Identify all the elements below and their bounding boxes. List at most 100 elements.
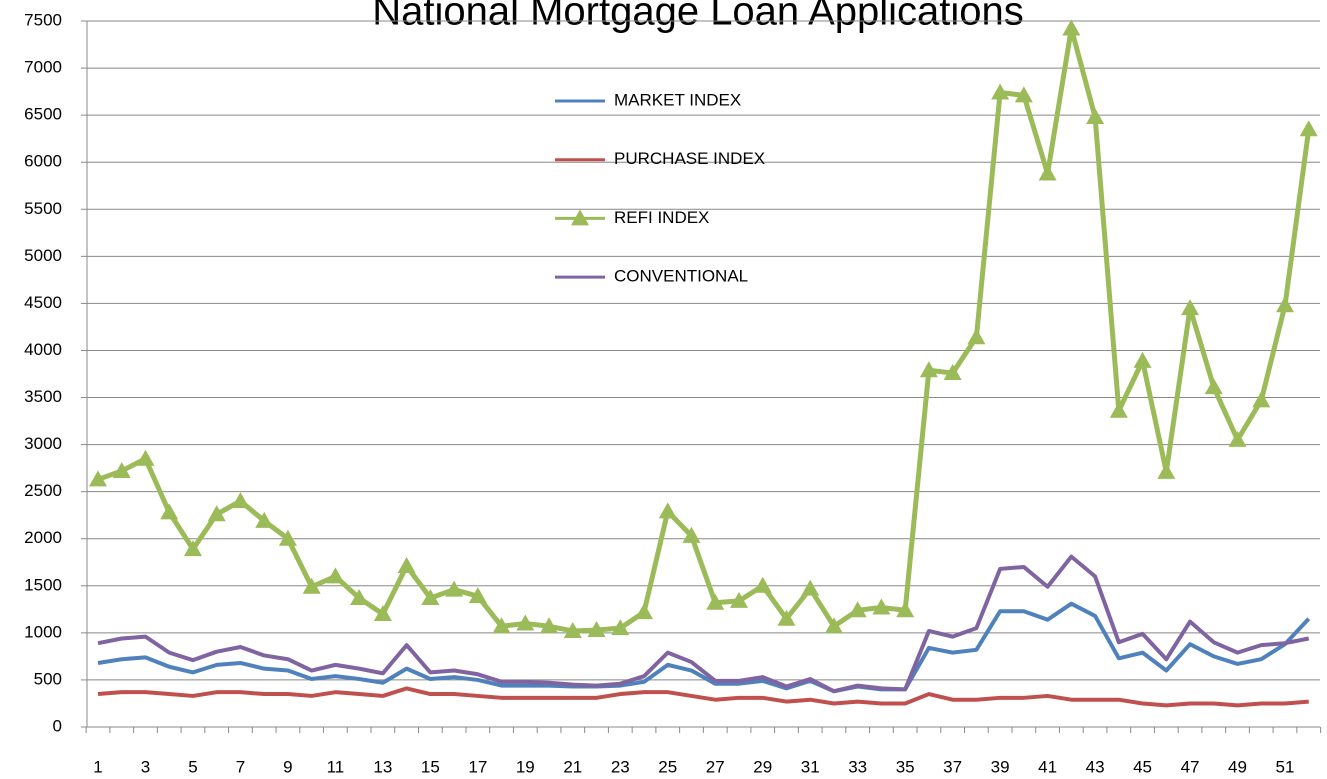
x-tick-label: 39 [991,757,1010,776]
triangle-marker [1228,430,1247,447]
x-tick-label: 9 [283,757,292,776]
y-tick-label: 1000 [24,622,62,641]
triangle-marker [991,83,1010,100]
triangle-marker [1133,351,1152,368]
triangle-marker [848,601,867,618]
x-tick-label: 43 [1086,757,1105,776]
legend-label: MARKET INDEX [614,90,741,109]
triangle-marker [1252,391,1271,408]
triangle-marker [563,621,582,638]
chart-title: National Mortgage Loan Applications [372,0,1024,34]
y-tick-label: 4500 [24,293,62,312]
x-tick-label: 47 [1181,757,1200,776]
triangle-marker [1276,296,1294,313]
triangle-marker [967,328,986,345]
triangle-marker [824,617,843,634]
triangle-marker [1062,19,1081,36]
triangle-marker [350,589,369,606]
triangle-marker [1204,378,1223,395]
legend-label: REFI INDEX [614,208,709,227]
x-tick-label: 23 [611,757,630,776]
triangle-marker [635,603,654,620]
y-tick-label: 4000 [24,340,62,359]
x-tick-label: 17 [468,757,487,776]
x-tick-label: 27 [706,757,725,776]
x-tick-label: 37 [943,757,962,776]
triangle-marker [872,598,891,615]
triangle-marker [1299,120,1318,137]
x-tick-label: 1 [93,757,102,776]
triangle-marker [207,505,226,522]
x-tick-label: 49 [1228,757,1247,776]
triangle-marker [136,449,155,466]
x-tick-label: 51 [1276,757,1295,776]
triangle-marker [919,361,938,378]
triangle-marker [777,609,796,626]
triangle-marker [278,529,297,546]
triangle-marker [587,621,606,638]
y-tick-label: 2000 [24,528,62,547]
x-tick-label: 31 [801,757,820,776]
legend-label: CONVENTIONAL [614,267,748,286]
legend-label: PURCHASE INDEX [614,149,765,168]
triangle-marker [658,502,677,519]
y-tick-label: 7500 [24,10,62,29]
triangle-marker [326,567,345,584]
y-tick-label: 6000 [24,152,62,171]
y-tick-label: 5000 [24,246,62,265]
triangle-marker [1109,401,1128,418]
triangle-marker [943,364,962,381]
y-tick-label: 6500 [24,105,62,124]
triangle-marker [112,461,131,478]
triangle-marker [896,601,915,618]
y-tick-label: 7000 [24,58,62,77]
x-tick-label: 7 [236,757,245,776]
triangle-marker [160,503,179,520]
x-tick-label: 41 [1038,757,1057,776]
y-tick-label: 1500 [24,575,62,594]
triangle-marker [706,593,725,610]
triangle-marker [231,492,250,509]
triangle-marker [753,576,772,593]
y-tick-label: 5500 [24,199,62,218]
x-tick-label: 29 [753,757,772,776]
series-line [97,554,1310,694]
series-line [97,601,1311,694]
triangle-marker [611,619,630,636]
x-tick-label: 15 [421,757,440,776]
y-tick-label: 3000 [24,434,62,453]
x-tick-label: 19 [516,757,535,776]
triangle-marker [183,540,202,557]
triangle-marker [516,614,535,631]
series-line [97,26,1312,634]
x-tick-label: 35 [896,757,915,776]
triangle-marker [468,587,487,604]
triangle-marker [255,511,274,528]
x-tick-label: 45 [1133,757,1152,776]
x-tick-label: 13 [373,757,392,776]
triangle-marker [492,617,511,634]
y-tick-label: 2500 [24,481,62,500]
triangle-marker [421,589,440,606]
y-tick-label: 500 [34,669,62,688]
triangle-marker [302,577,321,594]
triangle-marker [373,605,392,622]
triangle-marker [801,579,820,596]
legend-marker [571,209,589,226]
triangle-marker [1038,164,1057,181]
triangle-marker [729,591,748,608]
series-line [97,686,1309,708]
y-tick-label: 3500 [24,387,62,406]
triangle-marker [1181,299,1200,316]
triangle-marker [1157,462,1176,479]
x-tick-label: 33 [848,757,867,776]
triangle-marker [682,526,701,543]
x-tick-label: 11 [327,757,345,776]
x-tick-label: 21 [563,757,582,776]
triangle-marker [1014,86,1033,103]
triangle-marker [397,557,416,574]
y-tick-label: 0 [53,716,62,735]
x-tick-label: 3 [141,757,150,776]
